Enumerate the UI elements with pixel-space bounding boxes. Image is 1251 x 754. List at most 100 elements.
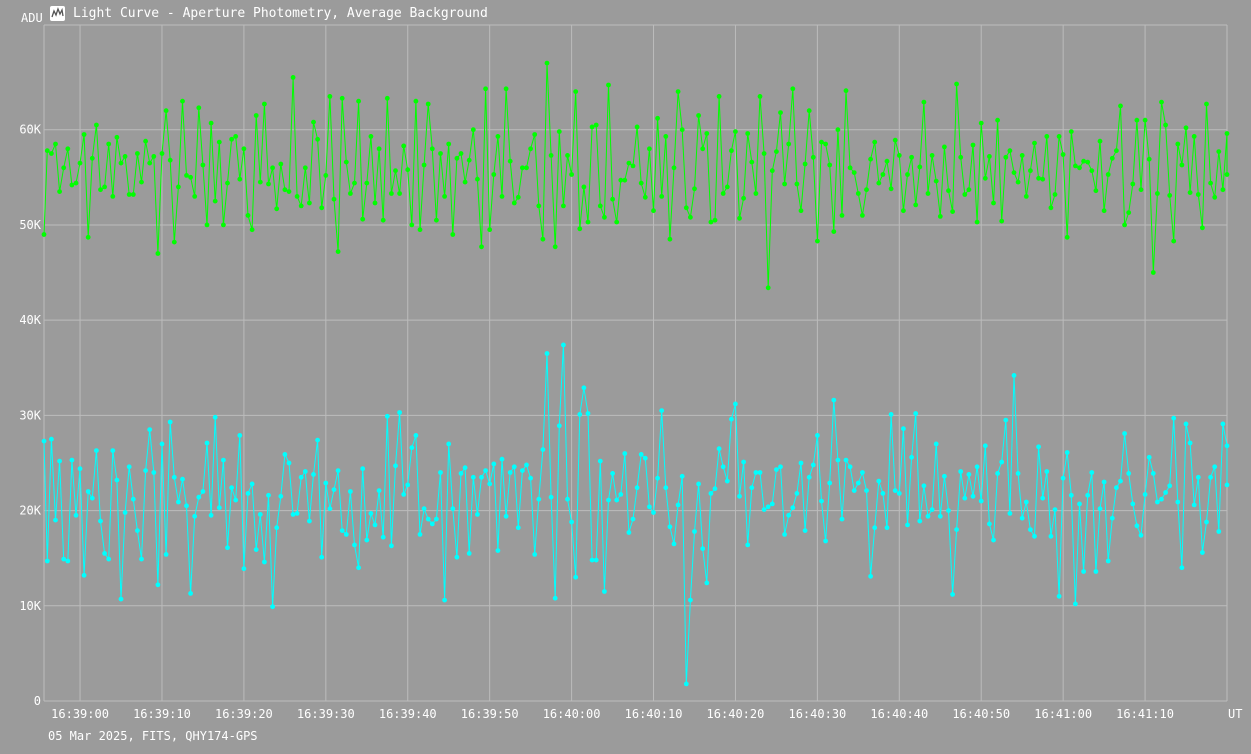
series-1-point[interactable] xyxy=(659,194,665,199)
series-2-point[interactable] xyxy=(401,492,407,497)
series-2-point[interactable] xyxy=(634,485,640,491)
series-2-point[interactable] xyxy=(778,464,783,470)
series-2-point[interactable] xyxy=(901,426,906,432)
series-1-point[interactable] xyxy=(311,119,316,125)
series-1-point[interactable] xyxy=(942,144,947,150)
series-2-point[interactable] xyxy=(991,537,996,543)
series-1-point[interactable] xyxy=(151,154,157,159)
series-2-point[interactable] xyxy=(929,507,935,512)
series-2-point[interactable] xyxy=(356,565,361,571)
series-2-point[interactable] xyxy=(1175,499,1181,505)
series-1-point[interactable] xyxy=(1216,149,1222,155)
series-1-point[interactable] xyxy=(270,165,275,171)
series-2-point[interactable] xyxy=(1052,507,1058,512)
series-1-point[interactable] xyxy=(700,146,706,152)
series-2-point[interactable] xyxy=(139,556,144,562)
series-1-point[interactable] xyxy=(360,216,366,222)
series-2-point[interactable] xyxy=(1216,529,1222,534)
series-2-point[interactable] xyxy=(335,468,341,473)
series-2-point[interactable] xyxy=(409,445,415,451)
series-2-point[interactable] xyxy=(184,503,189,509)
series-2-point[interactable] xyxy=(1122,431,1127,436)
series-2-point[interactable] xyxy=(65,558,71,564)
series-1-point[interactable] xyxy=(135,151,140,156)
series-2-point[interactable] xyxy=(552,595,558,601)
series-1-point[interactable] xyxy=(1081,158,1086,164)
series-2-point[interactable] xyxy=(118,596,124,602)
series-1-point[interactable] xyxy=(212,198,218,204)
series-2-point[interactable] xyxy=(1195,474,1201,480)
series-2-point[interactable] xyxy=(790,505,796,511)
series-2-point[interactable] xyxy=(618,492,624,497)
series-1-point[interactable] xyxy=(671,165,677,171)
series-1-point[interactable] xyxy=(860,213,865,218)
series-2-point[interactable] xyxy=(81,572,87,578)
series-2-point[interactable] xyxy=(647,504,652,510)
series-1-point[interactable] xyxy=(827,162,833,168)
series-1-point[interactable] xyxy=(384,95,390,101)
series-1-point[interactable] xyxy=(348,191,353,196)
series-2-point[interactable] xyxy=(700,546,706,552)
series-1-point[interactable] xyxy=(139,179,144,185)
series-1-point[interactable] xyxy=(221,222,226,228)
series-2-point[interactable] xyxy=(1171,415,1177,421)
series-1-point[interactable] xyxy=(1200,225,1205,231)
series-2-point[interactable] xyxy=(233,497,239,503)
series-1-point[interactable] xyxy=(651,208,656,214)
series-2-point[interactable] xyxy=(532,552,538,557)
series-1-point[interactable] xyxy=(769,168,775,174)
series-1-point[interactable] xyxy=(315,136,320,142)
series-1-point[interactable] xyxy=(581,184,587,190)
series-1-point[interactable] xyxy=(253,113,259,118)
series-1-point[interactable] xyxy=(495,134,501,139)
series-2-point[interactable] xyxy=(1064,450,1070,455)
series-2-point[interactable] xyxy=(372,522,378,528)
series-1-point[interactable] xyxy=(425,101,431,107)
series-2-point[interactable] xyxy=(769,501,775,507)
series-1-point[interactable] xyxy=(429,146,435,152)
series-2-point[interactable] xyxy=(188,591,194,596)
series-1-point[interactable] xyxy=(982,175,988,181)
series-2-point[interactable] xyxy=(847,464,853,470)
series-2-point[interactable] xyxy=(737,493,742,499)
series-2-point[interactable] xyxy=(94,448,99,453)
series-2-point[interactable] xyxy=(708,491,714,496)
series-2-point[interactable] xyxy=(921,483,927,489)
series-2-point[interactable] xyxy=(815,433,820,438)
series-2-point[interactable] xyxy=(692,529,697,534)
series-2-point[interactable] xyxy=(753,470,759,475)
series-2-point[interactable] xyxy=(1224,482,1230,488)
series-2-point[interactable] xyxy=(954,527,959,532)
series-1-point[interactable] xyxy=(389,191,394,196)
series-2-point[interactable] xyxy=(221,457,226,463)
series-1-point[interactable] xyxy=(630,163,636,169)
series-1-point[interactable] xyxy=(98,187,103,193)
series-1-point[interactable] xyxy=(1109,155,1115,161)
series-1-point[interactable] xyxy=(475,176,480,182)
series-2-point[interactable] xyxy=(1130,501,1136,507)
series-2-point[interactable] xyxy=(1167,483,1173,489)
series-1-point[interactable] xyxy=(675,89,681,94)
series-2-point[interactable] xyxy=(888,412,894,417)
series-1-point[interactable] xyxy=(589,124,595,130)
series-1-point[interactable] xyxy=(569,172,574,177)
series-1-point[interactable] xyxy=(565,153,570,158)
series-1-point[interactable] xyxy=(143,138,149,144)
series-1-point[interactable] xyxy=(679,127,685,133)
series-2-point[interactable] xyxy=(196,494,202,500)
series-2-point[interactable] xyxy=(270,604,275,610)
series-2-point[interactable] xyxy=(982,443,988,449)
series-1-point[interactable] xyxy=(372,200,378,206)
series-2-point[interactable] xyxy=(978,498,984,504)
series-2-point[interactable] xyxy=(556,423,562,429)
series-2-point[interactable] xyxy=(659,408,665,413)
series-2-point[interactable] xyxy=(749,485,755,491)
series-1-point[interactable] xyxy=(642,194,648,200)
series-1-point[interactable] xyxy=(1138,187,1144,193)
series-1-point[interactable] xyxy=(1183,125,1189,131)
series-2-point[interactable] xyxy=(868,573,873,579)
series-1-point[interactable] xyxy=(962,192,968,197)
series-1-point[interactable] xyxy=(749,159,755,165)
series-2-point[interactable] xyxy=(528,475,533,481)
series-1-point[interactable] xyxy=(1191,134,1197,139)
